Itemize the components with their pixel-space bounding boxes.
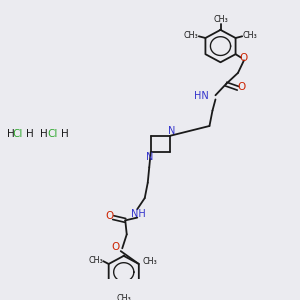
Text: CH₃: CH₃ [116, 294, 131, 300]
Text: CH₃: CH₃ [184, 31, 198, 40]
Text: O: O [240, 52, 248, 62]
Text: Cl: Cl [13, 129, 23, 139]
Text: H: H [7, 129, 14, 139]
Text: CH₃: CH₃ [143, 257, 158, 266]
Text: O: O [112, 242, 120, 253]
Text: Cl: Cl [47, 129, 58, 139]
Text: CH₃: CH₃ [213, 15, 228, 24]
Text: HN: HN [194, 91, 209, 101]
Text: H: H [61, 129, 68, 139]
Text: H: H [26, 129, 34, 139]
Text: O: O [105, 211, 113, 221]
Text: NH: NH [131, 209, 146, 219]
Text: O: O [237, 82, 246, 92]
Text: N: N [146, 152, 154, 162]
Text: N: N [168, 126, 175, 136]
Text: H: H [40, 129, 47, 139]
Text: CH₃: CH₃ [243, 31, 257, 40]
Text: CH₃: CH₃ [88, 256, 103, 265]
